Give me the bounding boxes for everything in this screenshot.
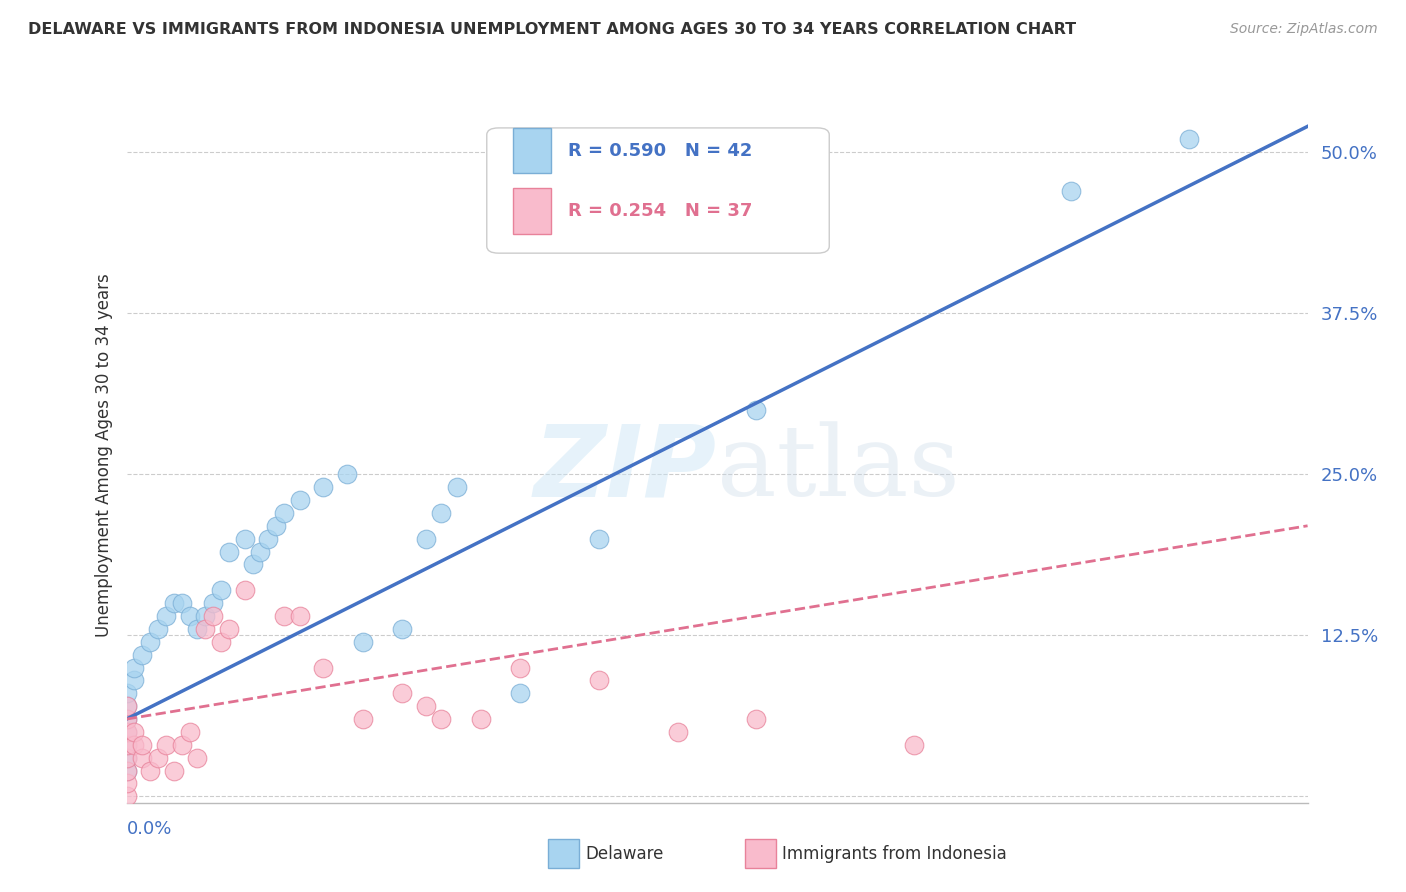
Point (131, 648, 153, 662)
Point (509, 660, 531, 674)
Point (430, 712, 453, 726)
Point (249, 544, 271, 558)
Point (155, 609, 177, 624)
Point (115, 725, 138, 739)
Text: R = 0.254   N = 37: R = 0.254 N = 37 (568, 202, 752, 220)
Point (209, 583, 232, 598)
Point (194, 609, 217, 624)
Point (146, 750, 169, 764)
Point (264, 518, 287, 533)
Point (1060, 184, 1083, 198)
Point (745, 402, 768, 417)
Text: atlas: atlas (717, 421, 960, 516)
Text: Immigrants from Indonesia: Immigrants from Indonesia (782, 845, 1007, 863)
Point (139, 764, 162, 778)
Point (115, 750, 138, 764)
Point (391, 686, 413, 700)
Point (352, 712, 374, 726)
Point (124, 660, 146, 674)
Point (115, 686, 138, 700)
Point (115, 738, 138, 752)
Point (588, 532, 610, 546)
Point (202, 596, 225, 610)
Point (163, 764, 186, 778)
Point (115, 764, 138, 778)
Point (745, 712, 768, 726)
Point (115, 789, 138, 804)
Point (115, 699, 138, 714)
Text: DELAWARE VS IMMIGRANTS FROM INDONESIA UNEMPLOYMENT AMONG AGES 30 TO 34 YEARS COR: DELAWARE VS IMMIGRANTS FROM INDONESIA UN… (28, 22, 1076, 37)
FancyBboxPatch shape (513, 128, 551, 173)
Point (415, 532, 437, 546)
Point (470, 712, 492, 726)
Point (415, 699, 437, 714)
Point (115, 725, 138, 739)
Point (588, 673, 610, 688)
Point (242, 558, 264, 572)
Point (1178, 132, 1201, 146)
Point (115, 699, 138, 714)
Point (186, 622, 208, 636)
Point (202, 609, 225, 624)
Point (273, 506, 295, 520)
Text: Source: ZipAtlas.com: Source: ZipAtlas.com (1230, 22, 1378, 37)
Point (170, 596, 193, 610)
Point (170, 738, 193, 752)
Text: R = 0.590   N = 42: R = 0.590 N = 42 (568, 142, 752, 160)
FancyBboxPatch shape (486, 128, 830, 253)
Point (336, 467, 359, 482)
Text: 0.0%: 0.0% (127, 821, 172, 838)
Point (209, 634, 232, 648)
Point (179, 609, 201, 624)
Point (115, 750, 138, 764)
Point (179, 725, 201, 739)
Point (131, 750, 153, 764)
Point (218, 622, 240, 636)
Y-axis label: Unemployment Among Ages 30 to 34 years: Unemployment Among Ages 30 to 34 years (94, 273, 112, 637)
Point (115, 712, 138, 726)
Point (155, 738, 177, 752)
Point (115, 776, 138, 790)
Point (218, 544, 240, 558)
Point (666, 725, 689, 739)
Point (627, 184, 650, 198)
Point (273, 609, 295, 624)
Point (115, 712, 138, 726)
Point (288, 493, 311, 508)
Point (257, 532, 280, 546)
Point (233, 532, 256, 546)
Point (666, 222, 689, 236)
Point (124, 673, 146, 688)
Point (194, 622, 217, 636)
Point (312, 480, 335, 494)
Point (509, 686, 531, 700)
Point (163, 596, 186, 610)
Point (131, 738, 153, 752)
Point (903, 738, 925, 752)
Point (391, 622, 413, 636)
Point (115, 764, 138, 778)
Text: Delaware: Delaware (585, 845, 664, 863)
Text: ZIP: ZIP (534, 420, 717, 517)
Point (115, 738, 138, 752)
Point (288, 609, 311, 624)
Point (124, 738, 146, 752)
Point (124, 725, 146, 739)
Point (186, 750, 208, 764)
FancyBboxPatch shape (513, 188, 551, 234)
Point (312, 660, 335, 674)
Point (430, 506, 453, 520)
Point (146, 622, 169, 636)
Point (233, 583, 256, 598)
Point (352, 634, 374, 648)
Point (139, 634, 162, 648)
Point (446, 480, 468, 494)
